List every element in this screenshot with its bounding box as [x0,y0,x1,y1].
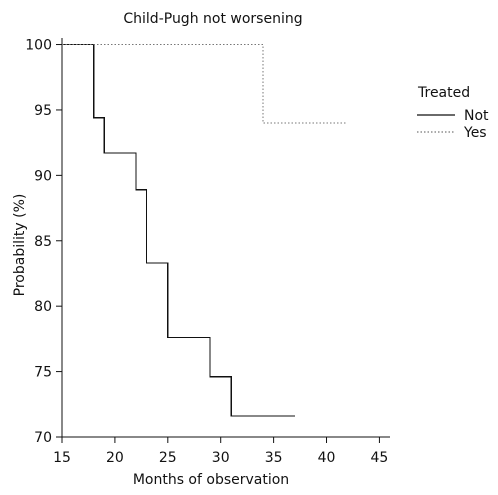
x-tick-label: 35 [265,450,283,466]
y-axis-label: Probability (%) [12,194,28,297]
x-tick-label: 20 [106,450,124,466]
series-not [62,43,295,417]
axes-group [61,38,390,438]
legend-title: Treated [417,85,470,101]
x-tick-label: 40 [318,450,336,466]
y-tick-label: 75 [34,365,52,381]
series-yes [62,43,348,124]
y-tick-label: 100 [25,38,52,54]
x-axis-label: Months of observation [133,472,289,488]
x-tick-label: 30 [212,450,230,466]
y-tick-label: 95 [34,103,52,119]
y-tick-label: 70 [34,430,52,446]
x-tick-label: 45 [371,450,389,466]
series-group [62,43,348,417]
y-tick-label: 80 [34,299,52,315]
legend-label-not: Not [464,108,489,124]
x-tick-label: 25 [159,450,177,466]
x-tick-label: 15 [53,450,71,466]
y-tick-label: 90 [34,168,52,184]
chart-title: Child-Pugh not worsening [123,11,302,27]
y-tick-label: 85 [34,234,52,250]
ticks-group: 15 20 25 30 35 40 45 70 75 80 85 90 95 100 [25,38,388,466]
legend-label-yes: Yes [463,125,487,141]
